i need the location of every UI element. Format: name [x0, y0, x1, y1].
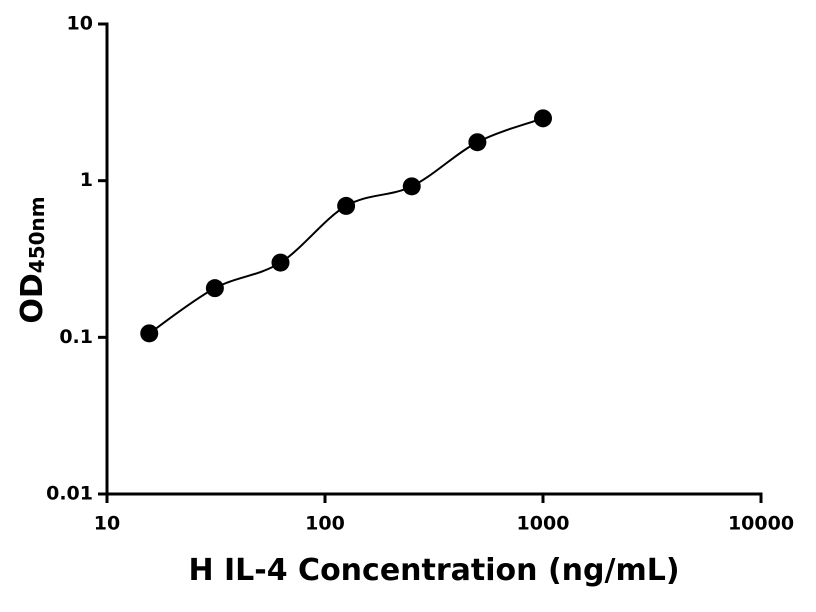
x-tick-label: 1000	[517, 513, 570, 535]
data-point	[140, 324, 159, 343]
data-point	[534, 109, 552, 128]
data-point	[337, 196, 356, 215]
y-axis-label: OD450nm	[15, 196, 50, 323]
data-point	[402, 177, 421, 196]
data-point	[468, 133, 487, 152]
x-tick-label: 10000	[728, 513, 794, 535]
y-tick-label: 1	[80, 169, 93, 191]
y-tick-label: 0.1	[59, 326, 93, 348]
y-axis-label-subscript: 450nm	[25, 196, 49, 273]
fit-curve	[148, 117, 544, 335]
data-point	[271, 253, 290, 272]
x-axis-label: H IL-4 Concentration (ng/mL)	[188, 553, 679, 588]
y-tick-label: 10	[67, 13, 93, 35]
x-tick-label: 100	[305, 513, 345, 535]
y-axis-label-main: OD	[15, 273, 50, 323]
x-tick-label: 10	[94, 513, 120, 535]
y-tick-label: 0.01	[46, 483, 93, 505]
data-point	[205, 279, 224, 298]
